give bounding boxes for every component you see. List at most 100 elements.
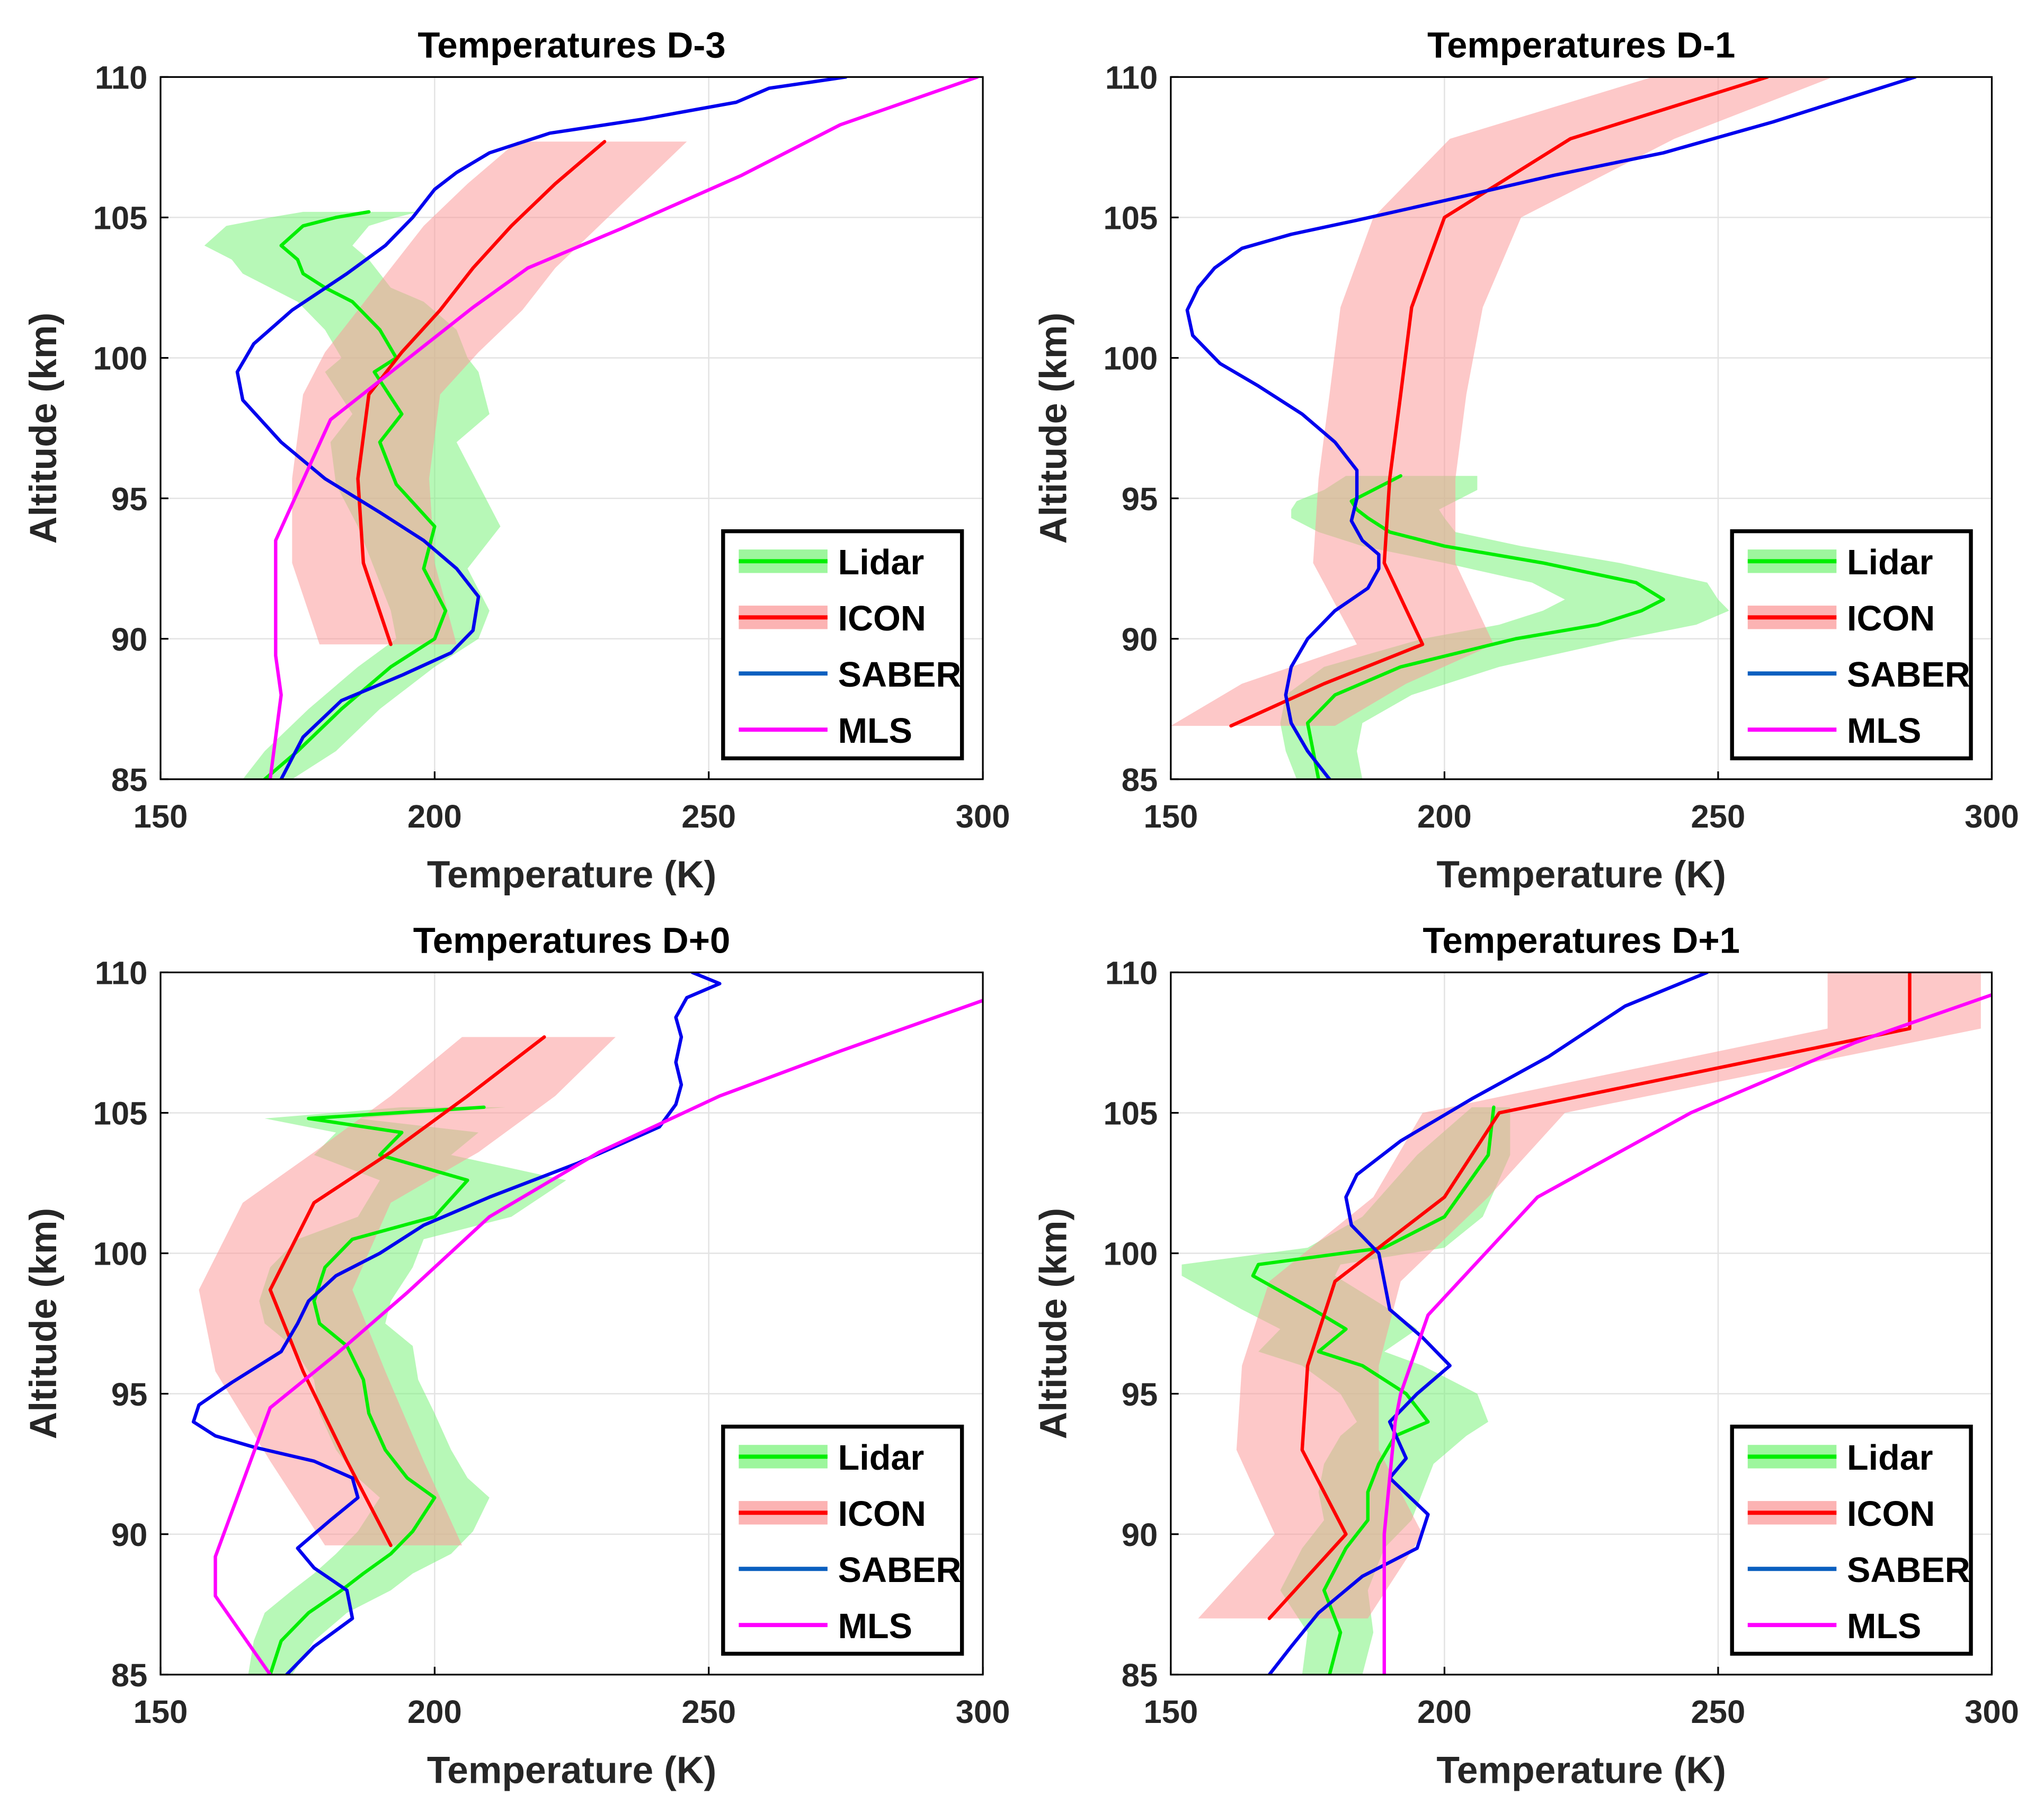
x-axis-label: Temperature (K) [427,854,716,896]
plot-layer [1181,972,1992,1675]
x-tick-label: 200 [407,798,462,835]
y-tick-label: 95 [1122,1376,1158,1413]
legend-label-icon: ICON [838,599,926,638]
legend: Lidar ICON SABER MLS [1730,1425,1973,1656]
legend-label-icon: ICON [1847,599,1935,638]
y-tick-label: 90 [111,1517,148,1553]
x-tick-label: 150 [134,1694,188,1730]
x-tick-label: 200 [1417,798,1472,835]
y-tick-label: 85 [1122,762,1158,798]
y-tick-label: 90 [1122,621,1158,658]
x-tick-label: 300 [1965,798,2019,835]
plot-layer [191,972,983,1675]
x-tick-label: 250 [1691,1694,1746,1730]
chart-panel-d-plus-1: 150 200 250 300 85 90 95 100 105 110 Temperatures … [1033,920,2019,1791]
legend-label-lidar: Lidar [1847,1438,1933,1478]
y-tick-label: 100 [1103,1236,1158,1273]
y-tick-label: 85 [111,762,148,798]
saber-series-line [1267,972,1709,1675]
icon-series-line [1267,972,1912,1620]
x-tick-label: 250 [681,798,736,835]
y-tick-label: 110 [95,60,147,96]
y-tick-label: 105 [93,1096,148,1132]
legend: Lidar ICON SABER MLS [721,1425,964,1656]
icon-series-line [356,140,607,646]
axes-frame [1170,76,1993,780]
lidar-series-line [1251,1105,1496,1675]
saber-series-line [235,77,848,779]
icon-uncertainty-band [199,1037,616,1545]
y-tick-label: 100 [93,341,148,377]
legend-label-saber: SABER [1847,1551,1970,1590]
y-tick-label: 105 [1103,200,1158,237]
x-tick-label: 250 [1691,798,1746,835]
x-tick-label: 200 [1417,1694,1472,1730]
plot-layer [204,77,979,779]
chart-title: Temperatures D-3 [417,24,725,65]
x-tick-label: 150 [1143,1694,1198,1730]
y-tick-label: 85 [111,1657,148,1694]
legend-label-mls: MLS [838,1607,912,1646]
y-tick-label: 95 [111,1376,148,1413]
legend-label-icon: ICON [1847,1495,1935,1534]
y-tick-label: 110 [95,955,147,992]
x-tick-label: 250 [681,1694,736,1730]
icon-series-line [268,1035,546,1548]
chart-panel-d-3: 150 200 250 300 85 90 95 100 105 110 Temperatures … [22,24,1010,896]
legend-label-mls: MLS [838,712,912,751]
x-tick-label: 200 [407,1694,462,1730]
chart-title: Temperatures D+1 [1423,920,1740,961]
y-tick-label: 110 [1105,955,1158,992]
icon-uncertainty-band [1170,77,1833,726]
legend-label-mls: MLS [1847,712,1921,751]
axes-frame [159,76,984,780]
x-axis-label: Temperature (K) [427,1749,716,1791]
y-tick-label: 90 [111,621,148,658]
y-tick-label: 105 [93,200,148,237]
y-tick-label: 100 [1103,341,1158,377]
x-tick-label: 150 [134,798,188,835]
legend: Lidar ICON SABER MLS [1730,529,1973,761]
y-tick-label: 100 [93,1236,148,1273]
y-tick-label: 85 [1122,1657,1158,1694]
mls-series-line [268,77,979,779]
legend-label-lidar: Lidar [1847,543,1933,582]
saber-series-line [191,972,722,1675]
chart-panel-d-1: 150 200 250 300 85 90 95 100 105 110 Temperatures … [1033,24,2019,896]
chart-title: Temperatures D+0 [413,920,731,961]
icon-uncertainty-band [1198,972,1981,1619]
plot-layer [1170,77,1917,779]
legend-label-lidar: Lidar [838,1438,925,1478]
lidar-series-line [263,210,448,779]
legend-label-saber: SABER [1847,655,1970,695]
legend-label-saber: SABER [838,1551,962,1590]
y-axis-label: Altitude (km) [22,1208,65,1439]
legend: Lidar ICON SABER MLS [721,529,964,761]
y-axis-label: Altitude (km) [1033,1208,1075,1439]
icon-series-line [1229,77,1770,728]
legend-label-saber: SABER [838,655,962,695]
legend-label-mls: MLS [1847,1607,1921,1646]
x-tick-label: 300 [1965,1694,2019,1730]
x-tick-label: 300 [956,798,1010,835]
y-tick-label: 95 [1122,481,1158,518]
chart-title: Temperatures D-1 [1427,24,1735,65]
x-tick-label: 300 [956,1694,1010,1730]
y-tick-label: 90 [1122,1517,1158,1553]
saber-series-line [1185,77,1917,779]
legend-label-icon: ICON [838,1495,926,1534]
y-tick-label: 110 [1105,60,1158,96]
axes-frame [159,971,984,1676]
x-axis-label: Temperature (K) [1436,854,1726,896]
mls-series-line [1382,993,1992,1675]
legend-label-lidar: Lidar [838,543,925,582]
y-axis-label: Altitude (km) [22,313,65,544]
y-axis-label: Altitude (km) [1033,313,1075,544]
y-tick-label: 95 [111,481,148,518]
x-axis-label: Temperature (K) [1436,1749,1726,1791]
axes-frame [1170,971,1993,1676]
y-tick-label: 105 [1103,1096,1158,1132]
x-tick-label: 150 [1143,798,1198,835]
chart-panel-d-plus-0: 150 200 250 300 85 90 95 100 105 110 Temperatures … [22,920,1010,1791]
